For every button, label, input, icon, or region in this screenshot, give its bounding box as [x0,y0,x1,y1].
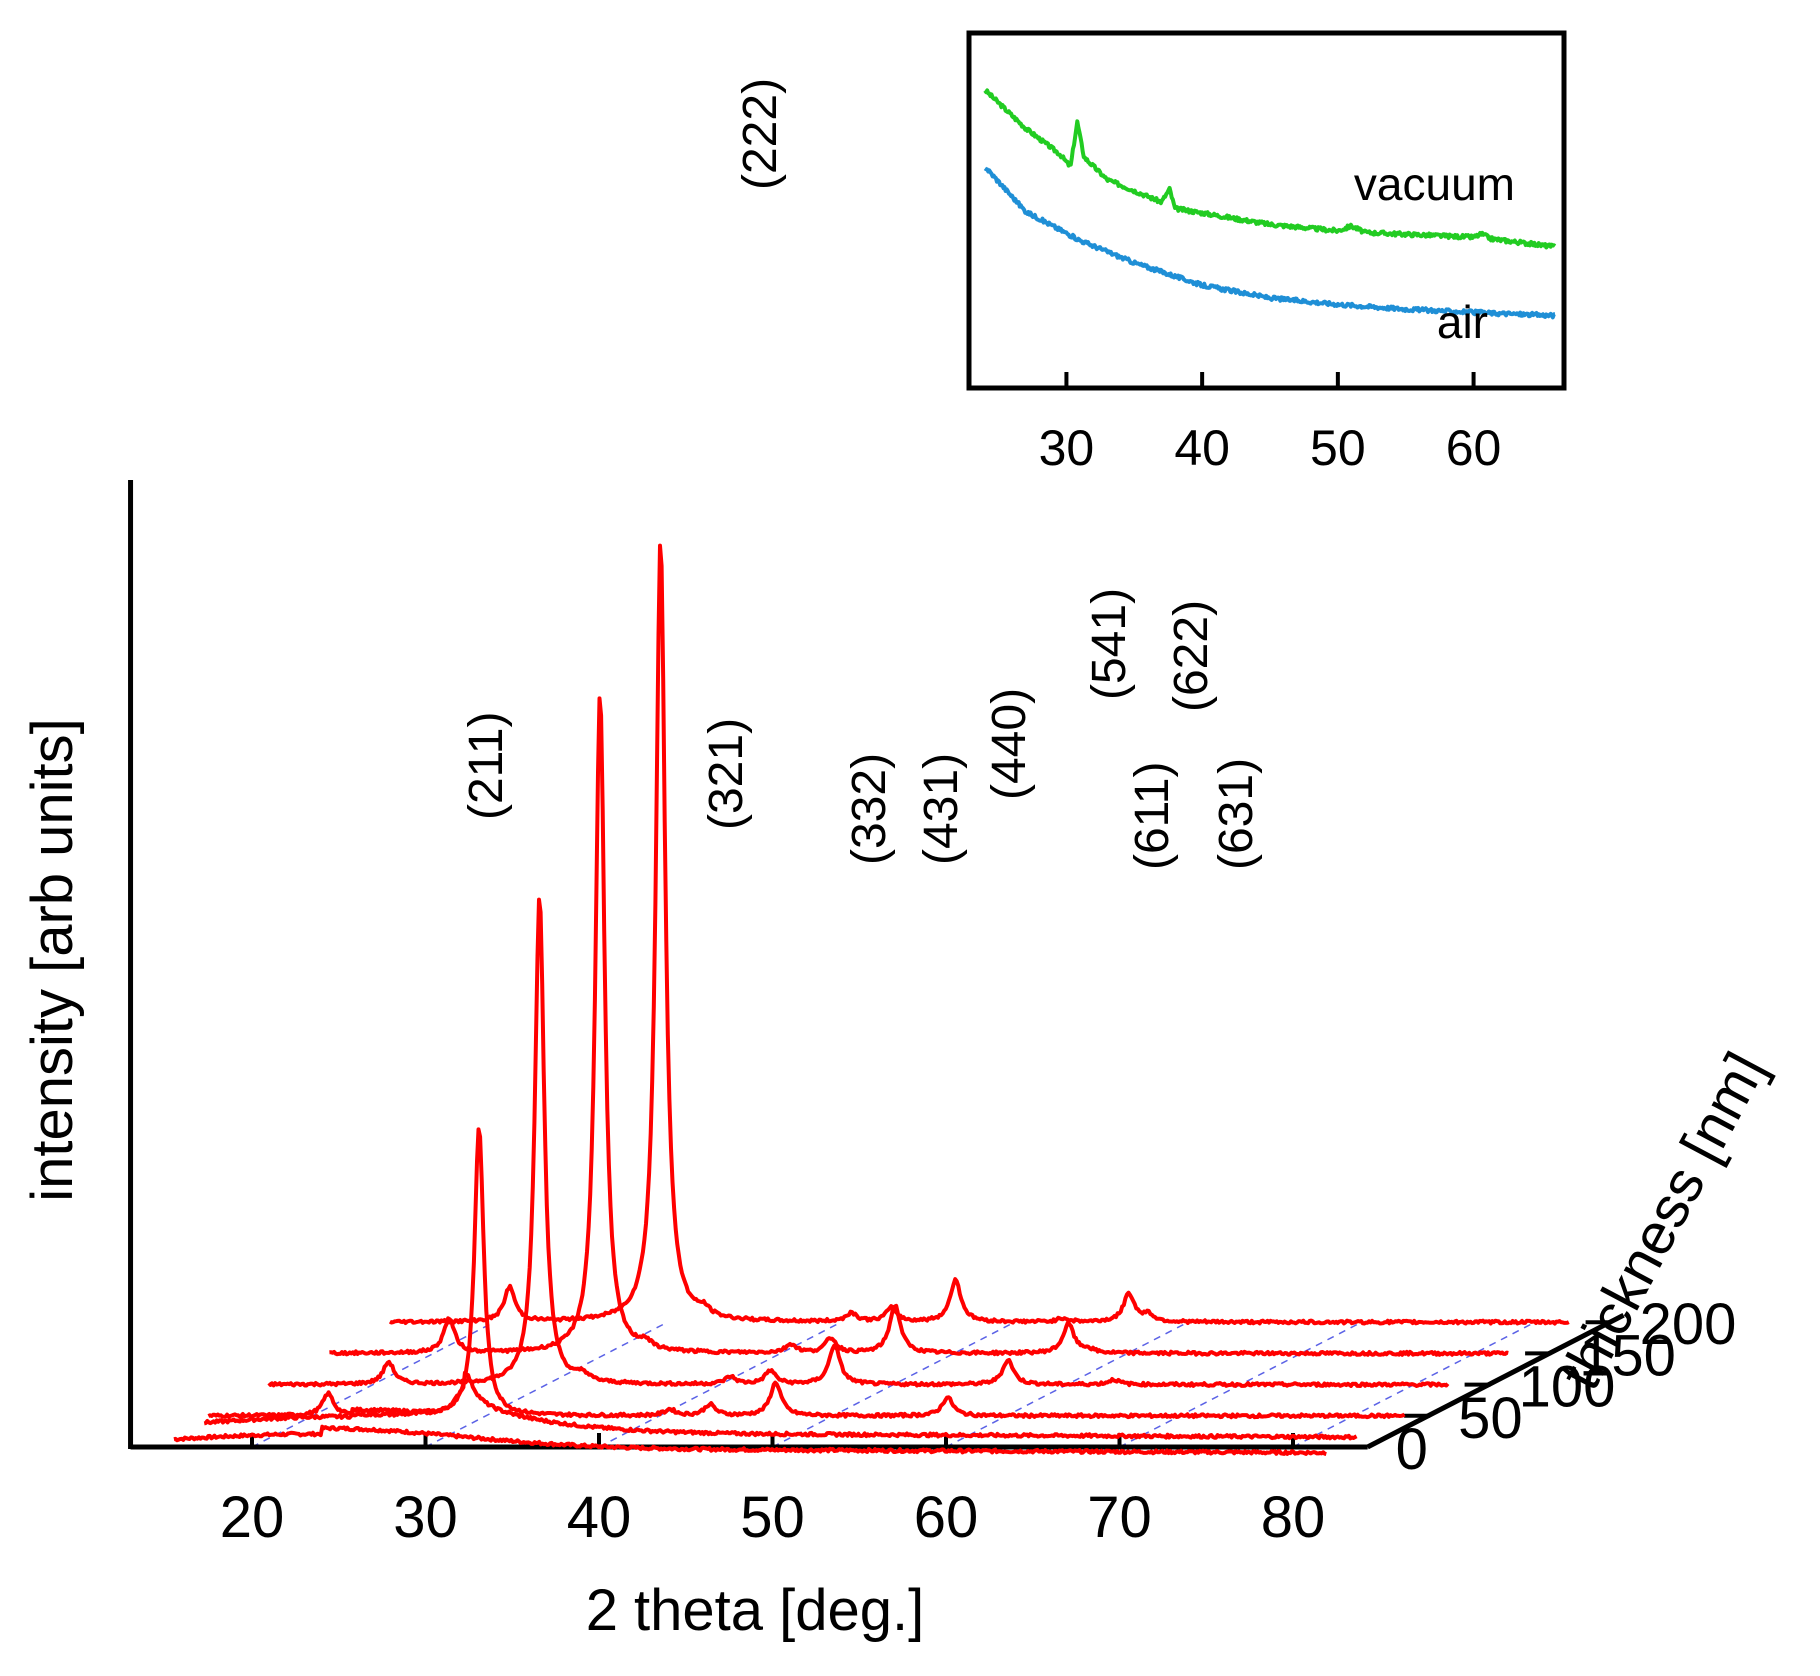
series-150 [329,696,1509,1357]
y-axis-title: intensity [arb units] [20,718,85,1202]
series-50 [207,1127,1406,1420]
grid-line [598,1321,842,1448]
z-axis-line [1366,1312,1625,1450]
inset-x-tick-label: 60 [1446,420,1502,476]
series-100 [267,897,1450,1388]
z-tick-label: 200 [1640,1292,1737,1357]
peak-label-631: (631) [1210,758,1263,870]
inset-series-vacuum [983,88,1557,250]
inset-x-tick-label: 30 [1039,420,1095,476]
x-tick-label: 60 [914,1485,979,1550]
inset-series-group [983,88,1557,320]
peak-label-541: (541) [1083,588,1136,700]
peak-label-222: (222) [734,78,787,190]
x-tick-label: 40 [567,1485,632,1550]
peak-label-622: (622) [1165,600,1218,712]
peak-label-440: (440) [983,688,1036,800]
z-tick-label: 50 [1458,1386,1523,1451]
series-0 [173,1424,1327,1457]
series-group [173,543,1570,1457]
grid-line [251,1321,495,1448]
inset-series-air [983,166,1556,320]
x-axis-title: 2 theta [deg.] [586,1578,925,1643]
z-tick-label: 100 [1519,1355,1616,1420]
peak-label-211: (211) [460,712,513,821]
z-tick-label: 150 [1579,1323,1676,1388]
x-tick-label: 30 [393,1485,458,1550]
peak-label-321: (321) [700,718,753,830]
inset-legend-vacuum: vacuum [1354,158,1515,210]
inset-legend-air: air [1437,296,1488,348]
x-tick-label: 70 [1087,1485,1152,1550]
grid-line [425,1321,668,1448]
x-tick-label: 20 [220,1485,285,1550]
x-tick-label: 50 [740,1485,805,1550]
peak-label-332: (332) [843,753,896,865]
series-200 [388,543,1570,1326]
inset-frame [966,30,1567,391]
z-tick-label: 0 [1396,1417,1428,1482]
peak-label-431: (431) [915,753,968,865]
series-25 [203,1370,1358,1441]
inset-chart: 30 40 50 60 vacuum air [966,30,1567,476]
x-tick-label: 80 [1261,1485,1326,1550]
inset-x-tick-label: 50 [1310,420,1366,476]
inset-ticks: 30 40 50 60 [1039,372,1502,476]
inset-x-tick-label: 40 [1174,420,1230,476]
peak-label-611: (611) [1126,762,1179,871]
